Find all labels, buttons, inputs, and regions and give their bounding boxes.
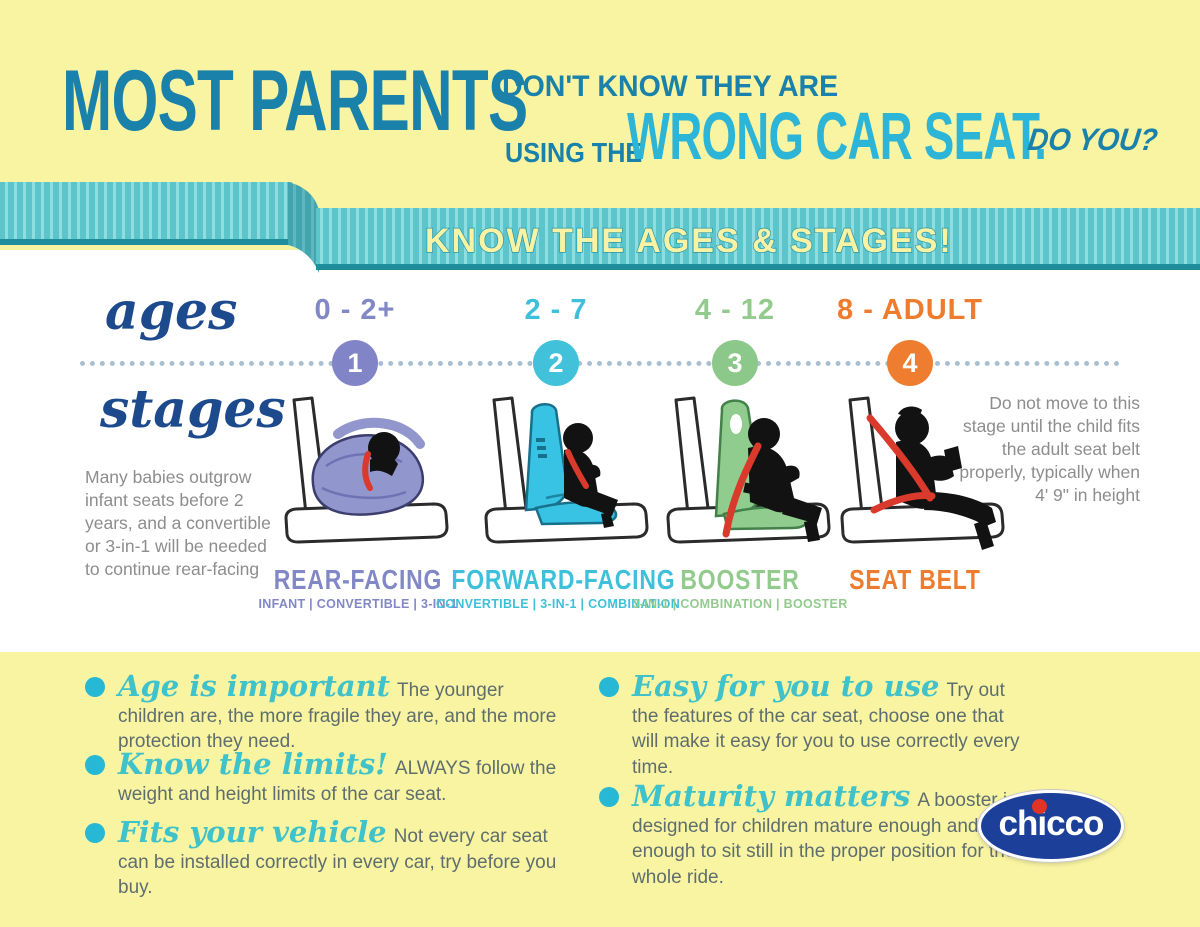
stage-number-2: 2 (533, 340, 579, 386)
rear-facing-seat-illustration (284, 396, 449, 544)
tip-heading: Fits your vehicle (118, 815, 387, 849)
stage4-name: SEAT BELT (849, 564, 981, 595)
tip-easy-to-use: Easy for you to use Try out the features … (599, 669, 1034, 781)
title-most-parents: MOST PARENTS (62, 53, 528, 149)
chicco-logo-text: chicco (998, 804, 1105, 843)
stages-panel-background (0, 250, 1200, 652)
tip-heading: Maturity matters (632, 779, 911, 813)
bullet-icon (85, 755, 105, 775)
stage3-types: 3-IN-1 | COMBINATION | BOOSTER (632, 597, 848, 611)
banner-title: KNOW THE AGES & STAGES! (425, 222, 953, 260)
title-do-you: DO YOU? (1025, 122, 1160, 157)
stage1-name: REAR-FACING (273, 564, 443, 595)
title-dont-know: DON'T KNOW THEY ARE (502, 70, 839, 103)
ribbon-fold (288, 182, 319, 273)
title-using-the: USING THE (505, 137, 643, 168)
ages-label: ages (105, 281, 238, 342)
ribbon-right-edge (316, 264, 1200, 270)
stage3-name: BOOSTER (680, 564, 800, 595)
seat-belt-note: Do not move to this stage until the chil… (959, 393, 1140, 506)
tip-heading: Age is important (118, 669, 391, 703)
tip-body: ALWAYS follow the weight and height limi… (118, 758, 557, 805)
ribbon-left-band (0, 182, 292, 245)
age-range-stage2: 2 - 7 (524, 294, 588, 326)
chicco-red-dot-icon (1032, 799, 1047, 814)
stages-label: stages (100, 379, 286, 440)
ribbon-fold-shade (288, 182, 319, 273)
title-wrong-car-seat: WRONG CAR SEAT. (627, 99, 1047, 174)
rear-facing-note: Many babies outgrow infant seats before … (85, 467, 271, 580)
stage1-types: INFANT | CONVERTIBLE | 3-IN-1 (258, 597, 458, 611)
age-range-stage3: 4 - 12 (694, 294, 776, 326)
ribbon-banner: KNOW THE AGES & STAGES! (0, 182, 1200, 273)
stage-number-3: 3 (712, 340, 758, 386)
tip-know-the-limits: Know the limits! ALWAYS follow the weight… (85, 747, 566, 807)
tip-body: Not every car seat can be installed corr… (118, 826, 557, 899)
age-range-stage1: 0 - 2+ (314, 294, 396, 326)
bullet-icon (85, 823, 105, 843)
stage2-types: CONVERTIBLE | 3-IN-1 | COMBINATION (435, 597, 681, 611)
tip-heading: Easy for you to use (632, 669, 940, 703)
tip-body: Try out the features of the car seat, ch… (632, 680, 1020, 778)
timeline-dotted-line (80, 361, 1120, 366)
booster-seat-illustration (666, 396, 831, 544)
bullet-icon (85, 677, 105, 697)
tip-fits-your-vehicle: Fits your vehicle Not every car seat can … (85, 815, 566, 901)
age-range-stage4: 8 - ADULT (837, 294, 983, 326)
bullet-icon (599, 677, 619, 697)
forward-facing-seat-illustration (484, 396, 649, 544)
ribbon-left-edge (0, 239, 292, 245)
tip-age-is-important: Age is important The younger children are… (85, 669, 566, 755)
tip-body: The younger children are, the more fragi… (118, 680, 557, 753)
stage2-name: FORWARD-FACING (451, 564, 676, 595)
seat-belt-illustration (840, 396, 1005, 550)
bullet-icon (599, 787, 619, 807)
ribbon-right-band (316, 208, 1200, 270)
tip-maturity-matters: Maturity matters A booster is designed fo… (599, 779, 1034, 891)
stage-number-4: 4 (887, 340, 933, 386)
chicco-logo: chicco (978, 790, 1124, 862)
stage-number-1: 1 (332, 340, 378, 386)
tip-heading: Know the limits! (118, 747, 388, 781)
